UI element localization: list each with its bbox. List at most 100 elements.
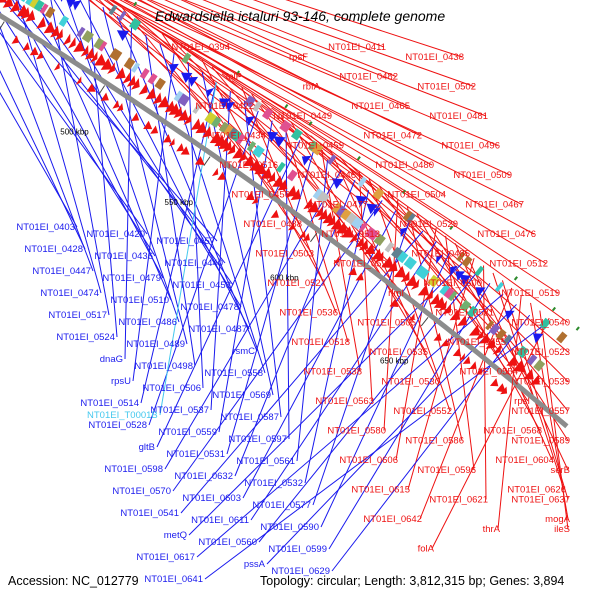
forward-gene-arrow (152, 92, 162, 105)
label-leader-line (304, 190, 370, 484)
rna-gene-mark (133, 1, 138, 7)
gene-category-block (39, 3, 49, 15)
forward-gene-arrow (126, 75, 136, 87)
gene-label: folP (226, 72, 242, 83)
label-leader-line (131, 13, 379, 235)
gene-label: NT01EI_0538 (303, 367, 362, 378)
gene-category-block (420, 269, 430, 280)
gene-label: NT01EI_0523 (511, 347, 570, 358)
scale-tick-label: 500 kbp (60, 128, 89, 137)
gene-label: NT01EI_0487 (188, 324, 247, 335)
label-leader-line (406, 206, 463, 441)
gene-label: NT01EI_0626 (507, 485, 566, 496)
gene-category-block (443, 287, 457, 301)
forward-gene-arrow (67, 36, 76, 49)
forward-gene-arrow (393, 265, 407, 278)
gene-label: NT01EI_0552 (393, 406, 452, 417)
label-leader-line (492, 272, 565, 490)
label-leader-line (221, 73, 481, 284)
gene-label: NT01EI_0528 (88, 420, 147, 431)
gene-label: NT01EI_0422 (195, 101, 254, 112)
gene-label: NT01EI_0436 (94, 251, 153, 262)
forward-gene-arrow (285, 185, 297, 197)
forward-gene-arrow (62, 33, 71, 46)
gene-category-block (118, 10, 127, 22)
gene-category-block (485, 320, 495, 331)
forward-gene-arrow (20, 7, 30, 19)
gene-label: NT01EI_0598 (104, 464, 163, 475)
gene-label: NT01EI_0541 (120, 508, 179, 519)
gene-label: NT01EI_0465 (351, 101, 410, 112)
gene-category-block (235, 133, 246, 145)
gene-category-block (459, 299, 472, 313)
gene-label-highlight: NT01EI_T0001B (87, 410, 158, 421)
forward-gene-arrow (456, 315, 467, 327)
gene-label: NT01EI_0570 (112, 486, 171, 497)
gene-label: rbfA (303, 82, 321, 93)
forward-gene-arrow (302, 232, 310, 242)
gene-label: NT01EI_0512 (489, 259, 548, 270)
forward-gene-arrow (476, 366, 483, 375)
gene-category-block (358, 222, 368, 233)
forward-gene-arrow (202, 126, 212, 138)
rna-gene-mark (356, 156, 361, 161)
gene-label: NT01EI_0510 (110, 295, 169, 306)
gene-label: NT01EI_0586 (405, 436, 464, 447)
forward-gene-arrow (22, 42, 30, 51)
gene-label: dnaG (100, 354, 123, 365)
gene-label: NT01EI_0604 (495, 455, 554, 466)
forward-gene-arrow (195, 121, 207, 134)
forward-gene-arrow (180, 146, 190, 155)
gene-category-block (173, 90, 186, 103)
forward-gene-arrow (387, 260, 398, 272)
forward-gene-arrow (333, 255, 340, 264)
forward-gene-arrow (43, 21, 56, 34)
gene-label: NT01EI_0530 (381, 377, 440, 388)
gene-category-block (211, 116, 222, 128)
label-leader-line (539, 310, 569, 530)
gene-category-block (44, 6, 56, 19)
gene-label: NT01EI_0481 (429, 111, 488, 122)
gene-category-block (448, 290, 458, 302)
label-leader-line (164, 169, 342, 470)
gene-category-block (29, 0, 40, 9)
forward-gene-arrow (25, 9, 36, 22)
gene-label: NT01EI_0486 (118, 317, 177, 328)
forward-gene-arrow (272, 175, 284, 187)
rna-gene-mark (551, 306, 557, 312)
gene-label: NT01EI_0527 (267, 278, 326, 289)
label-leader-line (358, 170, 373, 402)
gene-label: rpsU (111, 376, 131, 387)
gene-category-block (494, 281, 504, 293)
gene-category-block (516, 345, 529, 359)
forward-gene-arrow (80, 45, 89, 57)
gene-label: NT01EI_0577 (252, 500, 311, 511)
scale-tick (420, 316, 429, 327)
gene-label: NT01EI_0606 (339, 455, 398, 466)
label-leader-line (132, 53, 175, 382)
label-leader-line (497, 295, 522, 530)
forward-gene-arrow (183, 113, 192, 125)
gene-label: rimI (388, 288, 404, 299)
label-leader-line (191, 53, 547, 264)
gene-label: metQ (164, 530, 187, 541)
forward-gene-arrow (29, 46, 39, 56)
gene-label: rpsI (514, 396, 530, 407)
gene-label: NT01EI_0563 (315, 396, 374, 407)
label-leader-line (0, 91, 78, 228)
forward-gene-arrow (303, 197, 313, 210)
gene-label: NT01EI_0456 (231, 190, 290, 201)
label-leader-line (416, 213, 541, 431)
label-leader-line (12, 0, 164, 279)
forward-gene-arrow (348, 266, 357, 276)
forward-gene-arrow (36, 16, 46, 29)
gene-category-block (108, 4, 118, 16)
label-leader-line (17, 0, 102, 294)
gene-label: mogA (545, 514, 570, 525)
gene-label: rsmC (232, 346, 255, 357)
forward-gene-arrow (36, 50, 44, 60)
gene-label: NT01EI_0488 (243, 219, 302, 230)
gene-category-block (461, 255, 473, 268)
gene-label: thrA (483, 524, 501, 535)
